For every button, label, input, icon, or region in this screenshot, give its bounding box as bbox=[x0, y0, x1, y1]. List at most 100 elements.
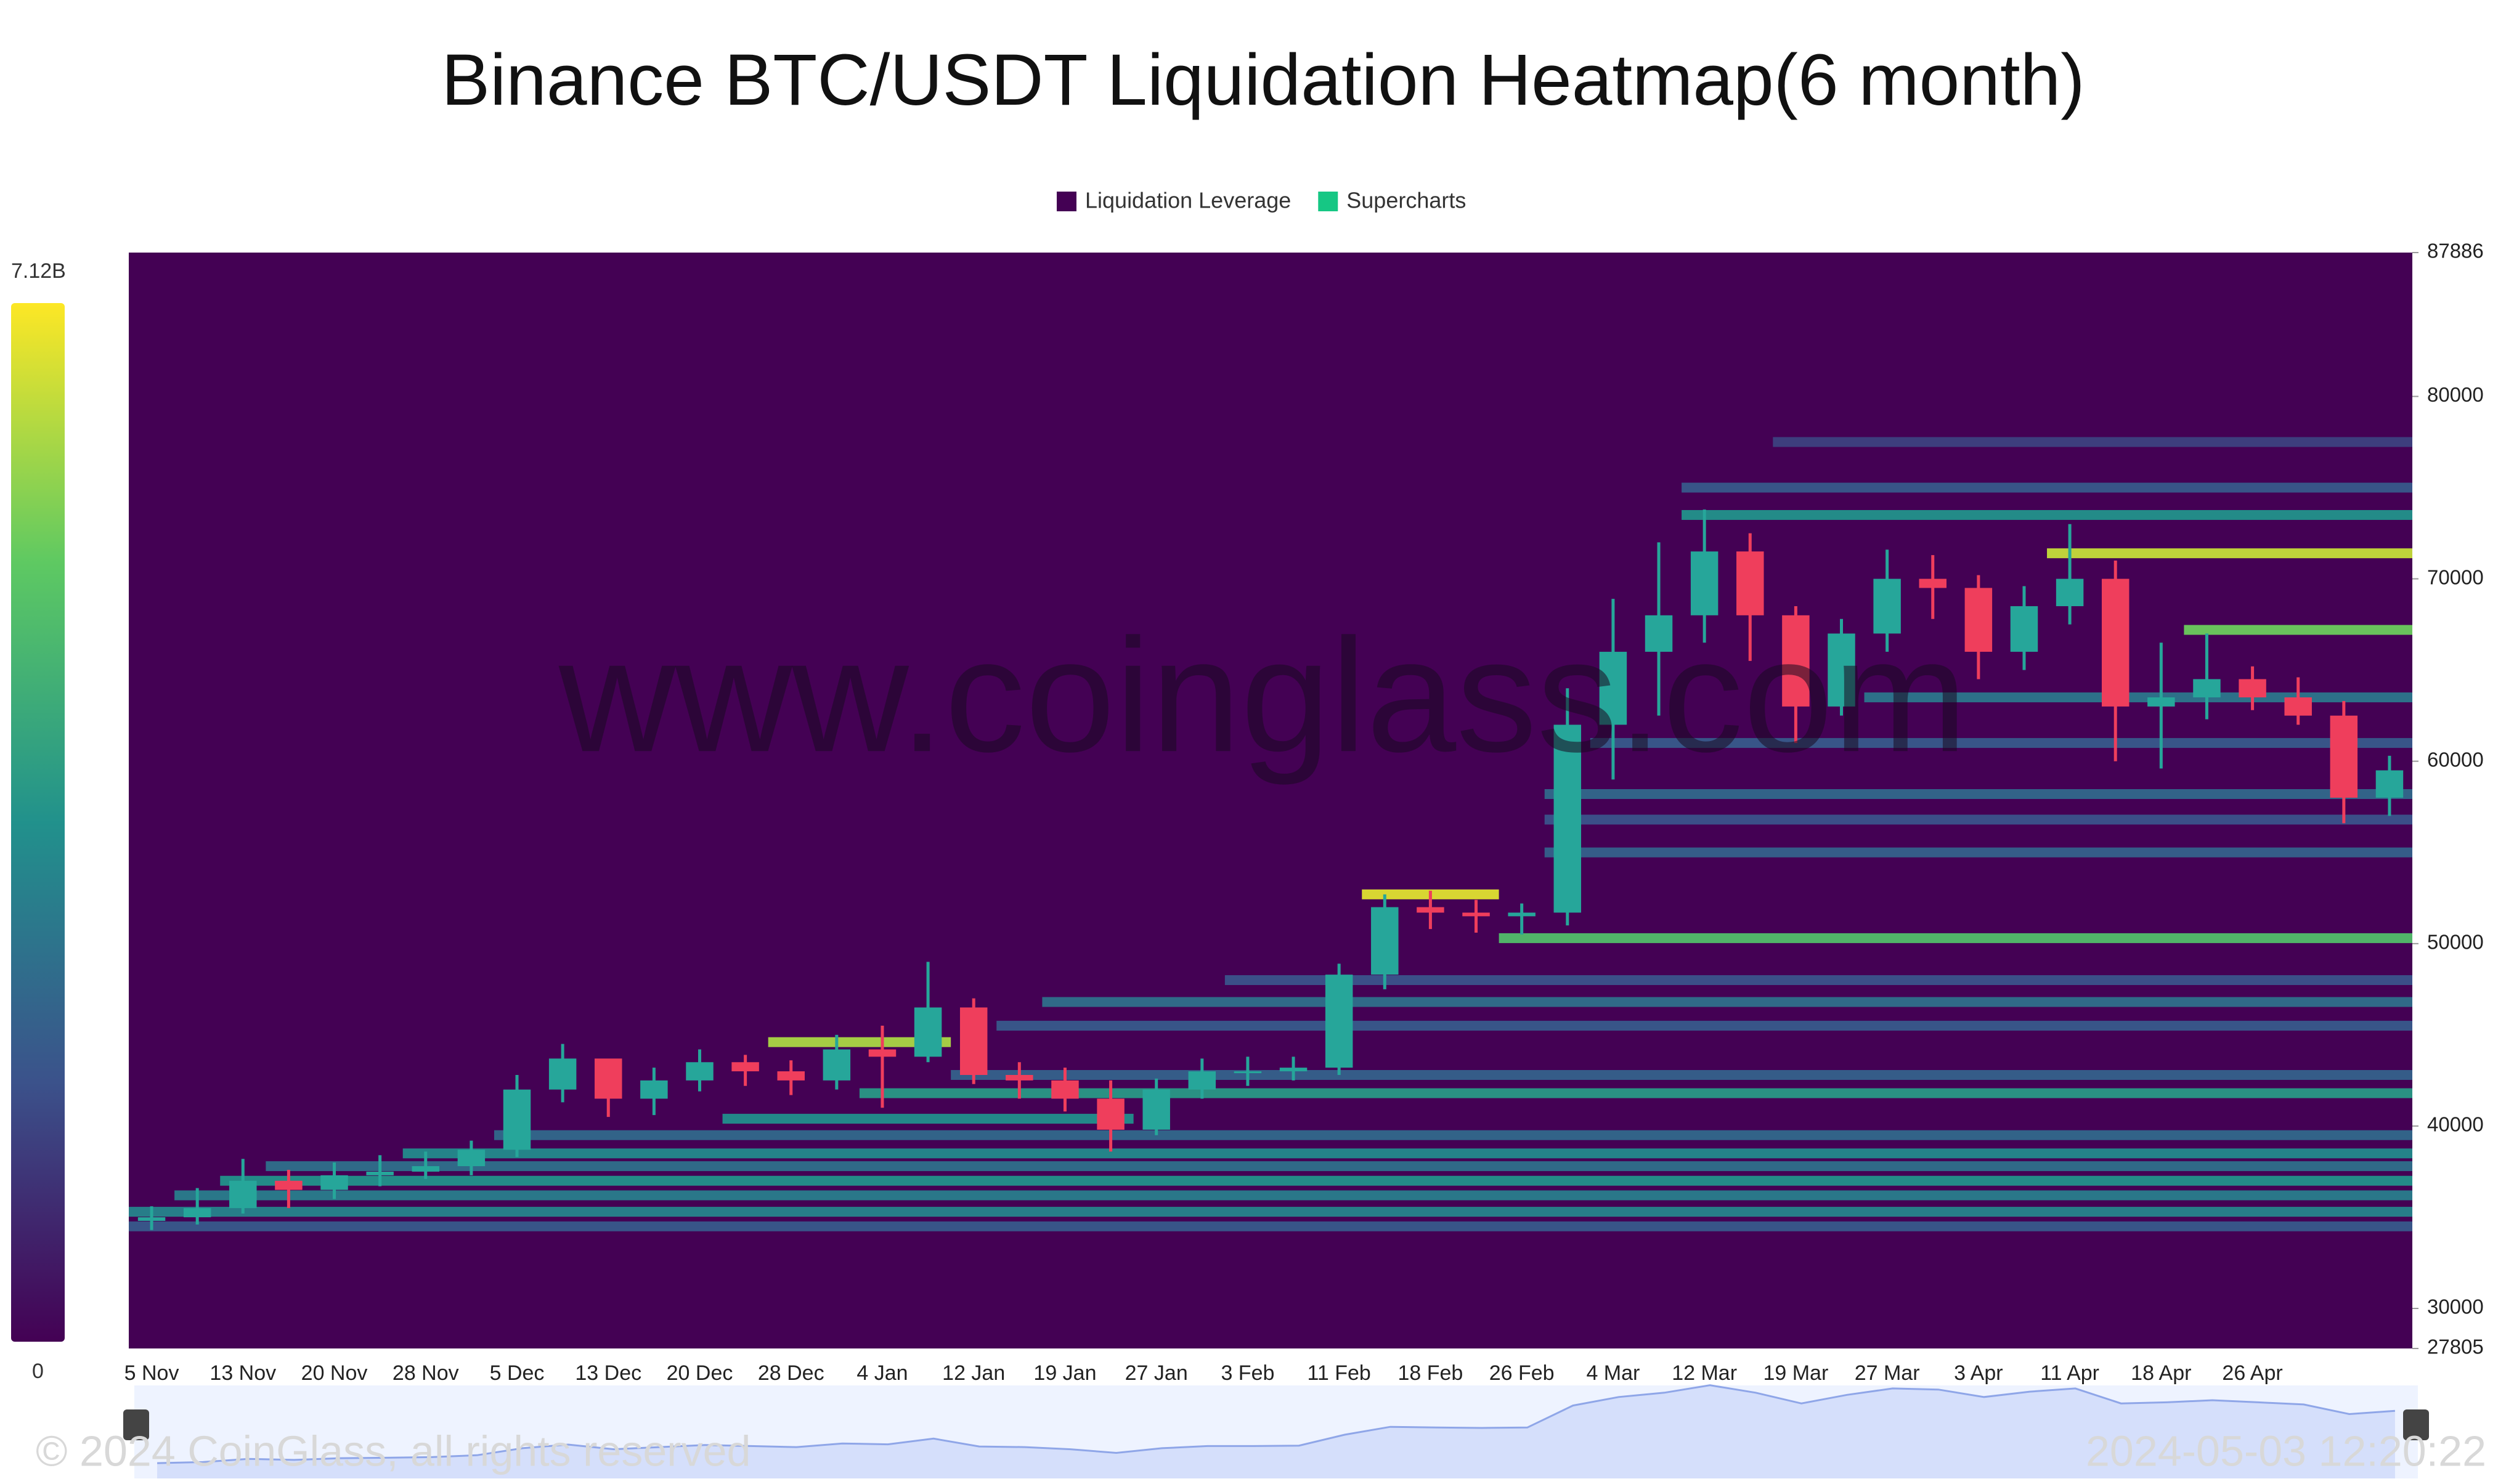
navigator-area bbox=[157, 1385, 2395, 1478]
liquidation-level bbox=[1544, 847, 2412, 858]
x-tick-label: 4 Jan bbox=[856, 1361, 908, 1385]
candle-body bbox=[320, 1175, 348, 1190]
x-tick-label: 20 Dec bbox=[667, 1361, 733, 1385]
liquidation-level bbox=[2184, 625, 2412, 635]
candle-body bbox=[1645, 615, 1673, 652]
x-tick-label: 19 Mar bbox=[1763, 1361, 1828, 1385]
candle-body bbox=[1417, 907, 1444, 913]
candle-body bbox=[548, 1058, 577, 1090]
timestamp: 2024-05-03 12:20:22 bbox=[2086, 1427, 2486, 1475]
legend-swatch bbox=[1318, 192, 1338, 211]
x-tick-label: 27 Jan bbox=[1125, 1361, 1188, 1385]
candle-body bbox=[1690, 551, 1719, 615]
candle-body bbox=[1006, 1074, 1033, 1081]
legend-swatch bbox=[1057, 192, 1076, 211]
candle-body bbox=[1873, 578, 1901, 634]
candle-body bbox=[137, 1217, 166, 1221]
navigator-handle[interactable] bbox=[2403, 1409, 2429, 1440]
x-tick-label: 13 Dec bbox=[575, 1361, 641, 1385]
legend-label: Supercharts bbox=[1346, 188, 1466, 213]
x-tick-label: 28 Dec bbox=[758, 1361, 824, 1385]
liquidation-level bbox=[1682, 482, 2412, 493]
candle-body bbox=[1828, 633, 1855, 707]
candle-body bbox=[2010, 606, 2038, 652]
liquidation-level bbox=[996, 1021, 2412, 1031]
liquidation-level bbox=[129, 1207, 2412, 1217]
colorbar-max-label: 7.12B bbox=[11, 259, 66, 283]
candle-body bbox=[229, 1180, 257, 1209]
candle-body bbox=[1508, 912, 1536, 917]
liquidation-level bbox=[220, 1175, 2412, 1186]
liquidation-level bbox=[1773, 437, 2412, 447]
liquidation-level bbox=[266, 1161, 2413, 1172]
x-tick-label: 27 Mar bbox=[1855, 1361, 1920, 1385]
candle-body bbox=[2239, 679, 2266, 698]
liquidation-level bbox=[1682, 509, 2412, 520]
x-tick-label: 12 Mar bbox=[1672, 1361, 1737, 1385]
candle-body bbox=[686, 1062, 714, 1081]
liquidation-level bbox=[951, 1069, 2412, 1080]
candle-body bbox=[1736, 551, 1764, 615]
y-tick-label: 87886 bbox=[2427, 240, 2484, 262]
candle-body bbox=[1553, 724, 1582, 913]
candle-body bbox=[275, 1180, 303, 1190]
x-tick-label: 3 Feb bbox=[1221, 1361, 1274, 1385]
liquidation-level bbox=[859, 1088, 2413, 1098]
candle-body bbox=[1234, 1071, 1262, 1074]
navigator-line bbox=[157, 1384, 2396, 1464]
candle-body bbox=[1279, 1068, 1308, 1072]
liquidation-level bbox=[1042, 997, 2413, 1007]
x-tick-label: 28 Nov bbox=[393, 1361, 459, 1385]
candle-body bbox=[959, 1007, 988, 1075]
colorbar bbox=[11, 303, 65, 1342]
x-tick-label: 12 Jan bbox=[942, 1361, 1005, 1385]
y-tick-label: 50000 bbox=[2427, 931, 2484, 954]
candle-body bbox=[1097, 1098, 1125, 1130]
liquidation-level bbox=[129, 1221, 2412, 1231]
candle-body bbox=[457, 1149, 486, 1167]
legend-label: Liquidation Leverage bbox=[1085, 188, 1291, 213]
candle-body bbox=[183, 1208, 211, 1217]
watermark: www.coinglass.com bbox=[556, 605, 1967, 786]
candle-body bbox=[1371, 907, 1399, 975]
x-tick-label: 26 Apr bbox=[2222, 1361, 2282, 1385]
candle-body bbox=[412, 1166, 440, 1172]
liquidation-level bbox=[722, 1114, 1134, 1124]
y-tick-label: 70000 bbox=[2427, 566, 2484, 588]
x-tick-label: 18 Feb bbox=[1397, 1361, 1463, 1385]
liquidation-level bbox=[768, 1037, 951, 1047]
x-tick-label: 20 Nov bbox=[301, 1361, 368, 1385]
candle-body bbox=[595, 1058, 622, 1099]
candle-body bbox=[914, 1007, 942, 1057]
x-tick-label: 11 Apr bbox=[2040, 1361, 2099, 1385]
candle-body bbox=[2284, 697, 2312, 716]
candle-body bbox=[2330, 715, 2358, 798]
candle-body bbox=[2101, 578, 2130, 707]
liquidation-level bbox=[1224, 975, 2412, 986]
y-tick-label: 80000 bbox=[2427, 383, 2484, 406]
candle-body bbox=[1964, 588, 1993, 652]
liquidation-level bbox=[1499, 933, 2412, 943]
x-tick-label: 3 Apr bbox=[1954, 1361, 2003, 1385]
chart-title: Binance BTC/USDT Liquidation Heatmap(6 m… bbox=[441, 39, 2085, 121]
x-tick-label: 4 Mar bbox=[1586, 1361, 1640, 1385]
candle-body bbox=[2193, 679, 2221, 698]
colorbar-min-label: 0 bbox=[32, 1360, 44, 1383]
candle-body bbox=[777, 1071, 805, 1081]
y-tick-label: 30000 bbox=[2427, 1295, 2484, 1318]
candle-body bbox=[1462, 912, 1490, 917]
y-tick-label: 40000 bbox=[2427, 1113, 2484, 1136]
liquidation-level bbox=[2047, 548, 2412, 559]
x-tick-label: 11 Feb bbox=[1308, 1361, 1371, 1385]
navigator-handle[interactable] bbox=[123, 1409, 149, 1440]
x-tick-label: 19 Jan bbox=[1033, 1361, 1096, 1385]
candle-body bbox=[1782, 615, 1810, 707]
x-tick-label: 5 Dec bbox=[490, 1361, 545, 1385]
x-tick-label: 18 Apr bbox=[2131, 1361, 2191, 1385]
x-tick-label: 26 Feb bbox=[1489, 1361, 1555, 1385]
x-tick-label: 13 Nov bbox=[210, 1361, 276, 1385]
x-tick-label: 5 Nov bbox=[124, 1361, 179, 1385]
candle-body bbox=[1142, 1089, 1170, 1130]
